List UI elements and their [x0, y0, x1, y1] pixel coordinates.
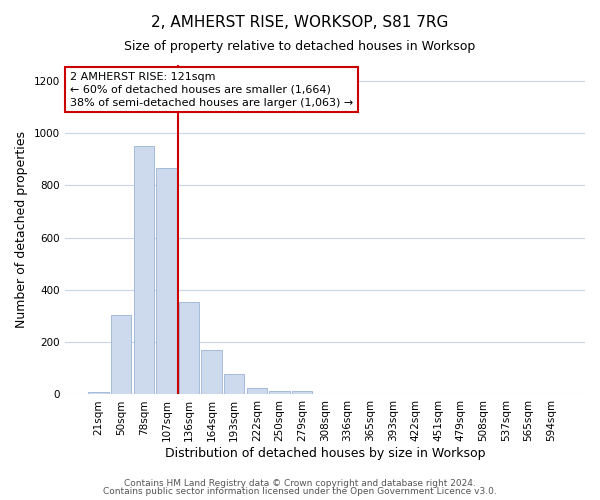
Text: Size of property relative to detached houses in Worksop: Size of property relative to detached ho…	[124, 40, 476, 53]
Y-axis label: Number of detached properties: Number of detached properties	[15, 131, 28, 328]
Bar	[292, 390, 313, 394]
Bar	[88, 392, 109, 394]
Bar	[156, 168, 176, 394]
Bar	[179, 302, 199, 394]
Bar	[111, 314, 131, 394]
Bar	[269, 390, 290, 394]
Bar	[202, 350, 222, 395]
Text: 2 AMHERST RISE: 121sqm
← 60% of detached houses are smaller (1,664)
38% of semi-: 2 AMHERST RISE: 121sqm ← 60% of detached…	[70, 72, 353, 108]
Bar	[224, 374, 244, 394]
Text: 2, AMHERST RISE, WORKSOP, S81 7RG: 2, AMHERST RISE, WORKSOP, S81 7RG	[151, 15, 449, 30]
X-axis label: Distribution of detached houses by size in Worksop: Distribution of detached houses by size …	[164, 447, 485, 460]
Bar	[247, 388, 267, 394]
Bar	[134, 146, 154, 394]
Text: Contains public sector information licensed under the Open Government Licence v3: Contains public sector information licen…	[103, 487, 497, 496]
Text: Contains HM Land Registry data © Crown copyright and database right 2024.: Contains HM Land Registry data © Crown c…	[124, 478, 476, 488]
